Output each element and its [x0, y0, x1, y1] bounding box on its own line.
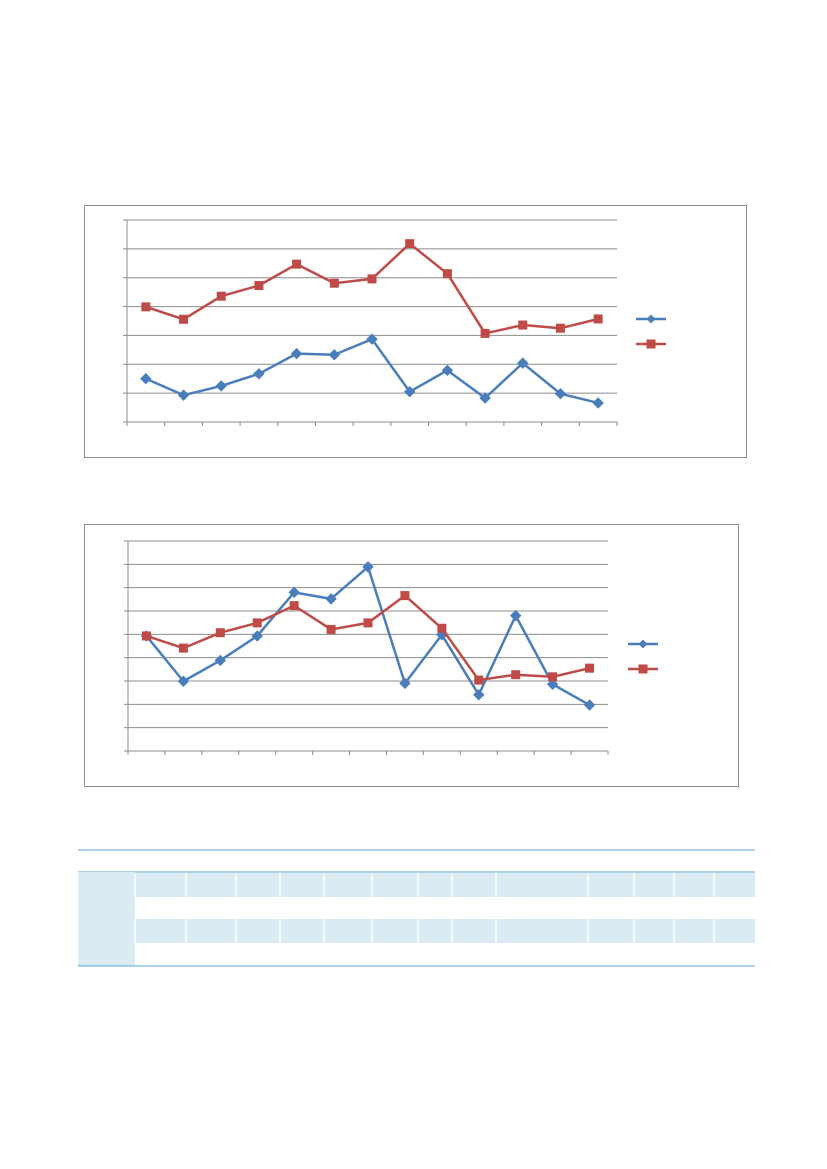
chart-1-series-2-point [216, 291, 226, 301]
chart-2-legend-series-2-marker [638, 664, 648, 674]
data-table-grid [78, 849, 755, 967]
chart-1-series-1-point [215, 380, 227, 392]
chart-1 [84, 205, 747, 458]
table-row [135, 919, 755, 943]
chart-2-series-2-point [585, 663, 595, 673]
chart-1-series-2-line [145, 242, 599, 335]
chart-1-series-2-point [179, 314, 189, 324]
chart-1-series-2-point [593, 314, 603, 324]
chart-2-series-1-point [473, 689, 485, 701]
chart-1-series-1-point [366, 333, 378, 345]
chart-2-series-2-point [511, 670, 521, 680]
chart-1-legend-series-1-marker [646, 314, 656, 324]
chart-1-series-1-point [140, 373, 152, 385]
chart-2-series-1-point [546, 678, 559, 690]
chart-1-series-1-point [403, 385, 416, 398]
chart-1-legend-series-2-marker [646, 339, 656, 349]
chart-2-series-1-point [177, 675, 190, 687]
chart-2-series-2-point [474, 675, 484, 685]
chart-2-series-1-point [251, 630, 263, 642]
table-first-column [78, 872, 135, 966]
chart-2-series-2-line [146, 594, 590, 682]
chart-1-series-2-point [442, 269, 452, 279]
chart-2-legend-series-1-marker [638, 639, 648, 649]
chart-2-series-2-point [400, 591, 410, 601]
chart-2-series-1-point [288, 586, 300, 599]
chart-2-series-2-point [363, 618, 373, 628]
chart-1-series-1-point [479, 392, 491, 404]
chart-1-series-2-point [254, 281, 264, 291]
chart-1-series-2-point [367, 274, 377, 284]
chart-1-series-2-point [555, 323, 565, 333]
chart-2-series-1-point [399, 677, 411, 690]
chart-1-series-1-point [328, 349, 341, 361]
table-row [135, 873, 755, 897]
chart-2-plot [124, 540, 658, 755]
chart-1-series-1-point [592, 397, 604, 409]
chart-1-series-2-point [480, 328, 490, 338]
chart-2-series-1-point [583, 699, 596, 711]
chart-1-series-1-point [253, 368, 265, 380]
chart-1-series-2-point [518, 320, 528, 330]
chart-1-series-1-point [554, 388, 567, 400]
chart-1-series-2-point [292, 259, 302, 269]
chart-2-series-2-point [548, 672, 558, 682]
chart-2-series-2-point [289, 601, 299, 611]
chart-2-series-2-point [215, 628, 225, 638]
chart-2-series-2-point [326, 624, 336, 634]
chart-1-series-1-point [177, 389, 190, 401]
chart-2-series-1-point [325, 593, 337, 605]
chart-2-series-1-point [214, 654, 227, 667]
chart-2-series-1-point [509, 609, 522, 622]
chart-1-series-1-point [290, 347, 303, 360]
chart-1-series-2-point [141, 302, 151, 312]
chart-2-series-2-point [141, 631, 151, 641]
chart-2-series-2-point [437, 623, 447, 633]
chart-1-plot [123, 219, 666, 426]
chart-2-series-1-point [362, 561, 374, 573]
chart-1-series-2-point [405, 239, 415, 249]
data-table [78, 849, 755, 967]
chart-1-series-2-point [329, 278, 339, 288]
chart-2-series-2-point [252, 618, 262, 628]
chart-1-series-1-point [441, 364, 454, 377]
chart-2-series-2-point [178, 643, 188, 653]
chart-2 [84, 524, 739, 787]
chart-1-series-1-point [517, 357, 529, 369]
